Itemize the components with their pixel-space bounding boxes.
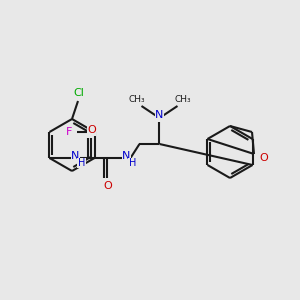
- Text: N: N: [155, 110, 164, 120]
- Text: O: O: [87, 125, 96, 135]
- Text: O: O: [260, 153, 268, 163]
- Text: Cl: Cl: [74, 88, 84, 98]
- Text: N: N: [122, 151, 131, 161]
- Text: H: H: [129, 158, 136, 168]
- Text: N: N: [71, 151, 80, 161]
- Text: F: F: [66, 127, 73, 137]
- Text: CH₃: CH₃: [128, 95, 145, 104]
- Text: CH₃: CH₃: [174, 95, 191, 104]
- Text: H: H: [78, 158, 85, 168]
- Text: O: O: [103, 181, 112, 191]
